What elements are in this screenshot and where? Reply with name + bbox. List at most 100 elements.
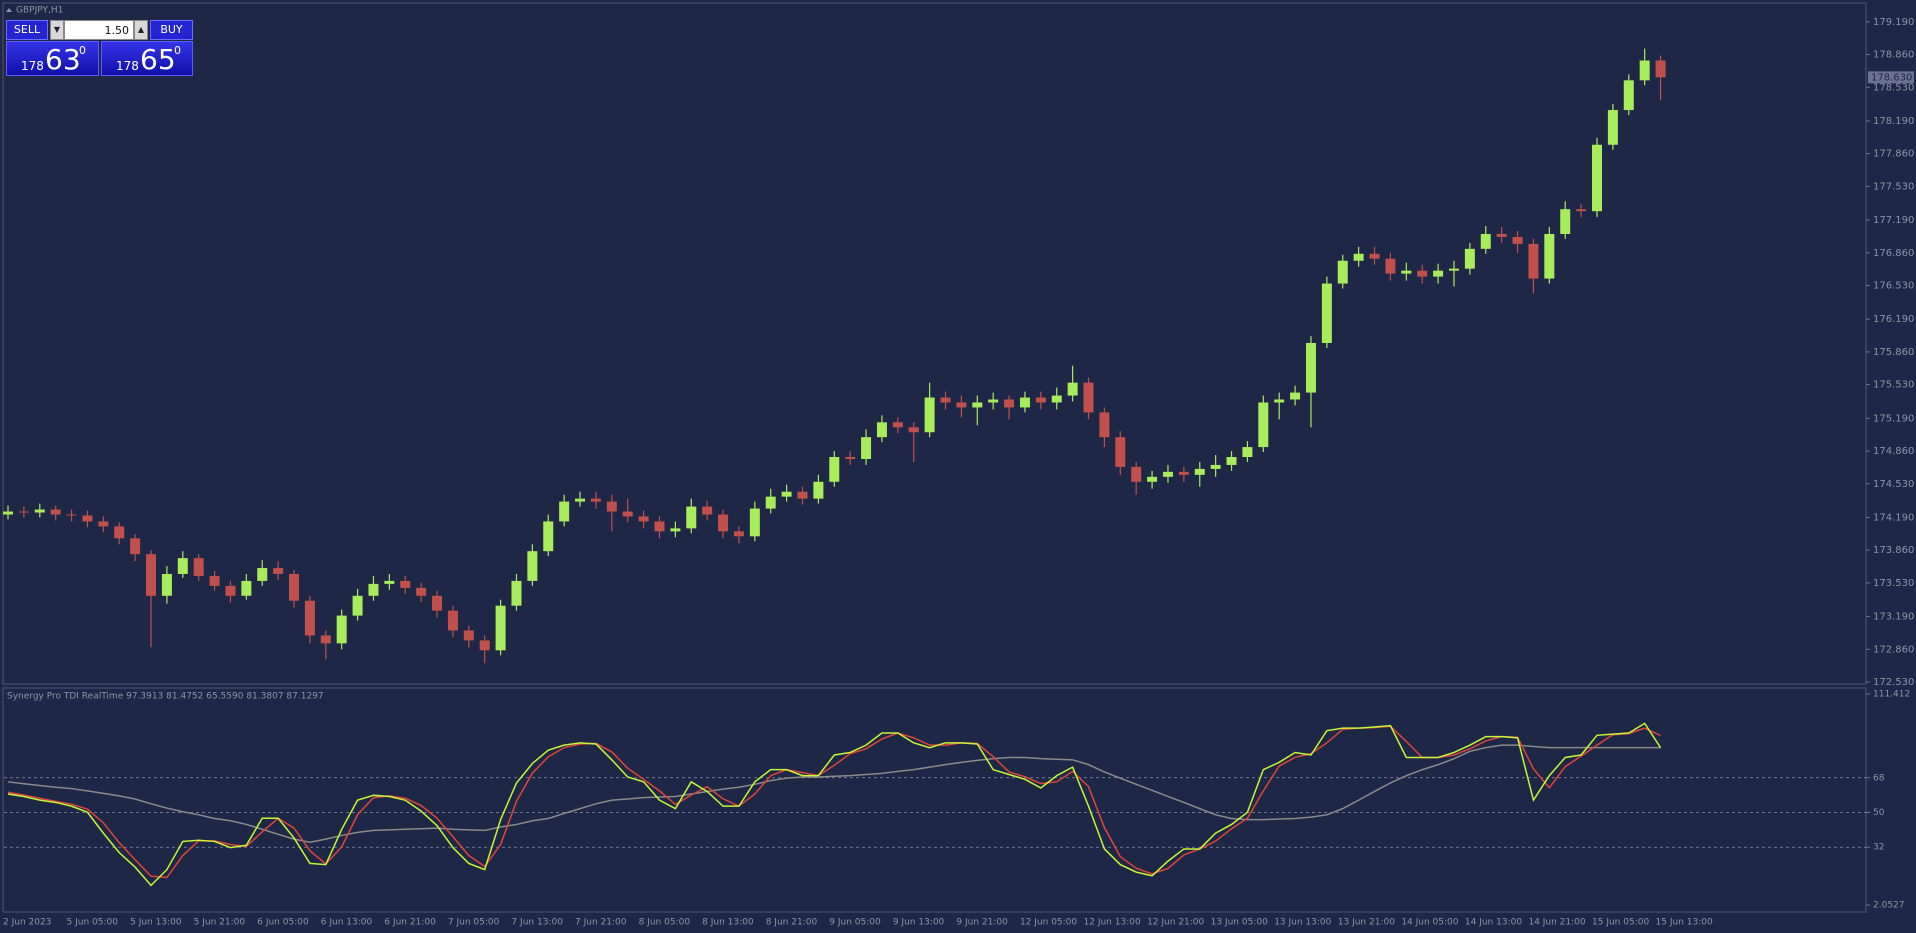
candle-body bbox=[1480, 233, 1491, 249]
candle-body bbox=[797, 491, 808, 499]
candle-body bbox=[733, 531, 744, 537]
candle-body bbox=[273, 568, 284, 574]
candle-body bbox=[495, 605, 506, 651]
candle-body bbox=[876, 422, 887, 438]
candle-body bbox=[1592, 144, 1602, 212]
candle-body bbox=[114, 526, 125, 539]
candle-body bbox=[320, 635, 331, 644]
candle-body bbox=[1147, 476, 1158, 482]
x-tick-label: 6 Jun 13:00 bbox=[321, 918, 373, 928]
bid-frac: 0 bbox=[79, 44, 86, 57]
candle-body bbox=[3, 511, 13, 515]
candle-body bbox=[368, 583, 379, 596]
y-tick-label: 173.190 bbox=[1873, 612, 1914, 623]
bid-big: 178 bbox=[21, 59, 44, 73]
candle-body bbox=[1115, 437, 1126, 467]
candle-body bbox=[336, 615, 347, 644]
candle-body bbox=[972, 402, 983, 408]
buy-button[interactable]: BUY bbox=[150, 20, 193, 40]
candle-body bbox=[559, 501, 570, 522]
candle-body bbox=[82, 515, 93, 522]
y-tick-label: 173.530 bbox=[1873, 578, 1914, 589]
candle-body bbox=[1321, 283, 1332, 344]
current-price-label: 178.630 bbox=[1871, 72, 1912, 83]
candle-body bbox=[892, 422, 903, 428]
candle-body bbox=[1083, 382, 1094, 413]
x-tick-label: 6 Jun 21:00 bbox=[384, 918, 436, 928]
x-tick-label: 7 Jun 21:00 bbox=[575, 918, 627, 928]
ask-pips: 65 bbox=[140, 43, 176, 76]
collapse-icon bbox=[6, 8, 12, 12]
candle-body bbox=[1274, 399, 1285, 403]
x-tick-label: 5 Jun 05:00 bbox=[67, 918, 119, 928]
candle-body bbox=[718, 514, 729, 532]
candle-body bbox=[98, 521, 109, 527]
y-tick-label: 174.530 bbox=[1873, 479, 1914, 490]
ask-quote[interactable]: 178 65 0 bbox=[101, 41, 193, 76]
y-tick-label: 32 bbox=[1873, 843, 1884, 853]
candle-body bbox=[845, 457, 856, 459]
indicator-line bbox=[7, 725, 1661, 879]
candle-body bbox=[384, 580, 395, 584]
candle-body bbox=[511, 580, 522, 606]
candle-body bbox=[1353, 253, 1364, 261]
candle-body bbox=[1210, 464, 1221, 469]
candle-body bbox=[18, 511, 29, 513]
lot-down[interactable]: ▼ bbox=[50, 20, 64, 40]
x-tick-label: 7 Jun 05:00 bbox=[448, 918, 500, 928]
sell-button[interactable]: SELL bbox=[6, 20, 48, 40]
y-tick-label: 172.860 bbox=[1873, 644, 1914, 655]
y-tick-label: 50 bbox=[1873, 808, 1885, 818]
candle-body bbox=[575, 498, 586, 502]
candle-body bbox=[1004, 399, 1015, 408]
candle-body bbox=[447, 610, 458, 631]
candle-body bbox=[1464, 248, 1475, 269]
candle-body bbox=[1560, 209, 1571, 234]
candle-body bbox=[924, 397, 935, 433]
candle-body bbox=[1290, 392, 1301, 400]
bid-quote[interactable]: 178 63 0 bbox=[6, 41, 99, 76]
y-tick-label: 177.860 bbox=[1873, 149, 1914, 160]
lot-up[interactable]: ▲ bbox=[134, 20, 148, 40]
candle-body bbox=[400, 580, 411, 588]
candle-body bbox=[193, 558, 204, 576]
x-tick-label: 7 Jun 13:00 bbox=[511, 918, 563, 928]
candle-body bbox=[1035, 397, 1046, 403]
candle-body bbox=[956, 402, 967, 408]
x-tick-label: 13 Jun 13:00 bbox=[1274, 918, 1331, 928]
candle-body bbox=[1258, 402, 1269, 448]
candle-body bbox=[479, 640, 490, 651]
candle-body bbox=[146, 554, 157, 596]
candle-body bbox=[1194, 468, 1205, 475]
y-tick-label: 178.860 bbox=[1873, 50, 1914, 61]
candle-body bbox=[622, 511, 633, 517]
candle-body bbox=[241, 580, 252, 596]
x-tick-label: 13 Jun 05:00 bbox=[1211, 918, 1268, 928]
candle-body bbox=[781, 491, 792, 497]
x-tick-label: 8 Jun 21:00 bbox=[766, 918, 818, 928]
candle-body bbox=[130, 538, 141, 555]
candle-body bbox=[1051, 395, 1062, 403]
x-tick-label: 15 Jun 13:00 bbox=[1656, 918, 1713, 928]
candle-body bbox=[304, 600, 315, 636]
y-tick-label: 178.530 bbox=[1873, 82, 1914, 93]
x-tick-label: 12 Jun 05:00 bbox=[1020, 918, 1077, 928]
y-tick-label: 174.190 bbox=[1873, 512, 1914, 523]
y-tick-label: 2.0527 bbox=[1873, 901, 1905, 911]
y-tick-label: 175.190 bbox=[1873, 413, 1914, 424]
lot-input[interactable]: 1.50 bbox=[64, 20, 134, 40]
x-tick-label: 9 Jun 13:00 bbox=[893, 918, 945, 928]
candle-body bbox=[686, 506, 697, 529]
candle-body bbox=[289, 573, 300, 601]
candle-body bbox=[352, 595, 363, 616]
ask-frac: 0 bbox=[174, 44, 181, 57]
candle-body bbox=[432, 595, 443, 611]
y-tick-label: 174.860 bbox=[1873, 446, 1914, 457]
y-tick-label: 111.412 bbox=[1873, 690, 1910, 700]
candle-body bbox=[908, 427, 919, 433]
candle-body bbox=[1019, 397, 1030, 408]
x-tick-label: 9 Jun 21:00 bbox=[956, 918, 1008, 928]
indicator-title: Synergy Pro TDI RealTime 97.3913 81.4752… bbox=[7, 692, 324, 702]
candle-body bbox=[1067, 382, 1078, 396]
candle-body bbox=[1433, 270, 1444, 277]
